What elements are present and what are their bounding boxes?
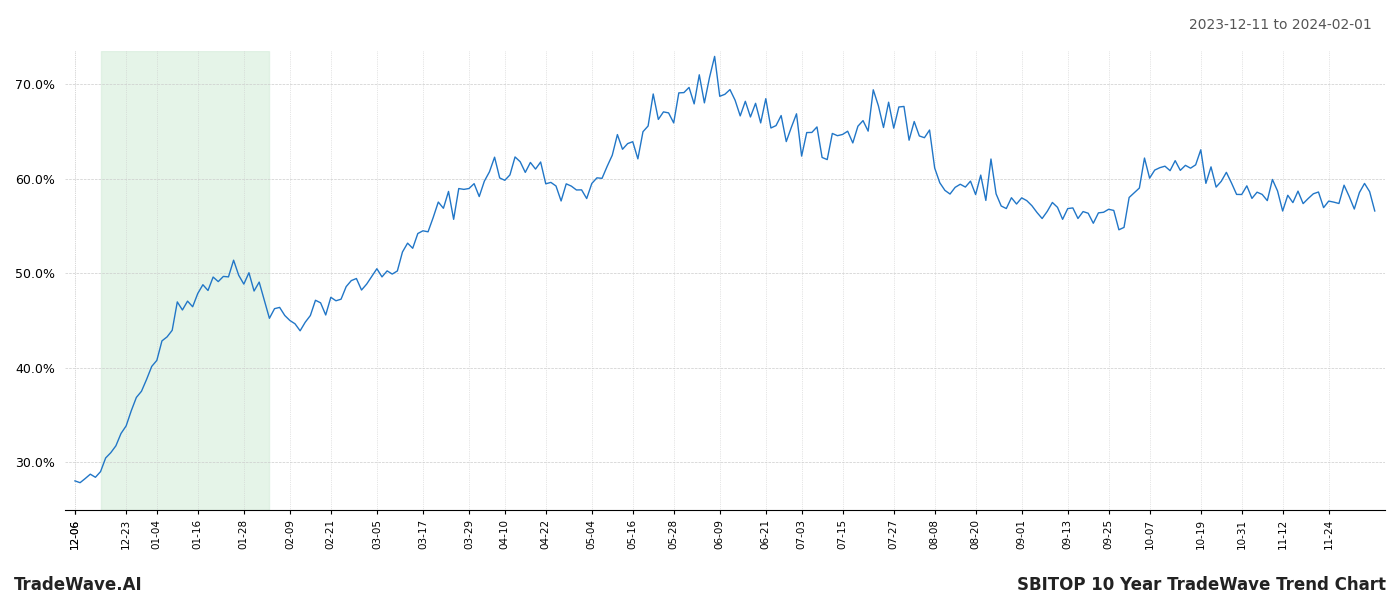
Bar <box>101 51 269 510</box>
Text: 2023-12-11 to 2024-02-01: 2023-12-11 to 2024-02-01 <box>1189 18 1372 32</box>
Text: TradeWave.AI: TradeWave.AI <box>14 576 143 594</box>
Text: SBITOP 10 Year TradeWave Trend Chart: SBITOP 10 Year TradeWave Trend Chart <box>1016 576 1386 594</box>
